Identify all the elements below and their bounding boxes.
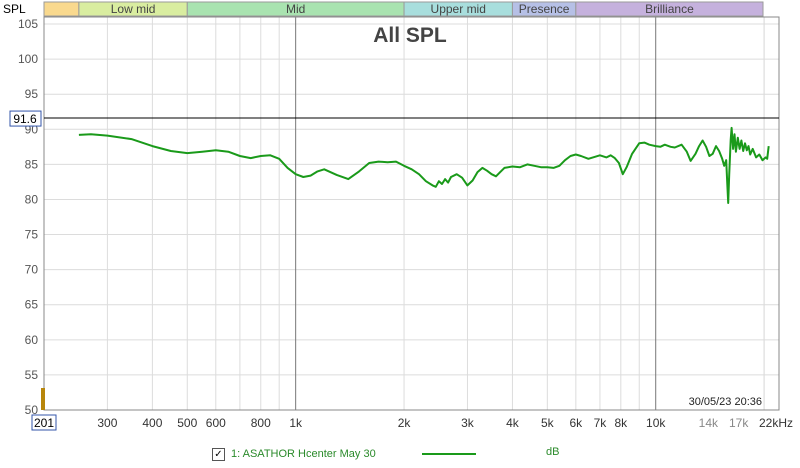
chart-title: All SPL — [373, 24, 447, 47]
y-tick-70: 70 — [25, 263, 39, 277]
x-tick-500: 500 — [177, 416, 197, 430]
band-label-1: Low mid — [111, 2, 156, 16]
x-tick-800: 800 — [251, 416, 271, 430]
low-level-marker — [41, 388, 45, 410]
x-tick-600: 600 — [206, 416, 226, 430]
x-tick-1000: 1k — [289, 416, 303, 430]
plot-border — [43, 16, 780, 411]
y-tick-65: 65 — [25, 298, 39, 312]
legend-label[interactable]: 1: ASATHOR Hcenter May 30 — [231, 448, 376, 460]
x-tick-3000: 3k — [461, 416, 475, 430]
band-label-4: Presence — [519, 2, 570, 16]
x-tick-7000: 7k — [594, 416, 608, 430]
y-tick-75: 75 — [25, 228, 39, 242]
x-tick-22000: 22kHz — [759, 416, 793, 430]
band-0 — [43, 1, 80, 17]
y-tick-60: 60 — [25, 333, 39, 347]
band-label-5: Brilliance — [645, 2, 694, 16]
y-tick-55: 55 — [25, 368, 39, 382]
frequency-bands: Low mid Mid Upper mid Presence Brilliance — [43, 1, 764, 17]
x-start-label: 201 — [34, 416, 54, 430]
plot-area[interactable] — [44, 17, 779, 410]
y-axis-label: SPL — [3, 2, 26, 16]
series-checkbox[interactable]: ✓ — [212, 447, 225, 461]
x-tick-10000: 10k — [646, 416, 666, 430]
legend-unit: dB — [546, 446, 560, 458]
x-axis: 300 400 500 600 800 1k 2k 3k 4k 5k 6k 7k 8k 10k 14k 17k… — [31, 414, 793, 431]
x-tick-5000: 5k — [541, 416, 555, 430]
x-tick-6000: 6k — [569, 416, 583, 430]
x-tick-300: 300 — [97, 416, 117, 430]
y-tick-80: 80 — [25, 192, 39, 206]
cursor-label: 91.6 — [13, 112, 37, 126]
timestamp: 30/05/23 20:36 — [689, 396, 762, 408]
y-tick-105: 105 — [18, 17, 38, 31]
x-tick-14000: 14k — [699, 416, 719, 430]
x-tick-400: 400 — [142, 416, 162, 430]
x-start-box — [31, 414, 57, 431]
band-label-2: Mid — [286, 2, 305, 16]
x-tick-17000: 17k — [729, 416, 749, 430]
y-tick-100: 100 — [18, 52, 38, 66]
y-tick-95: 95 — [25, 87, 39, 101]
x-tick-4000: 4k — [506, 416, 520, 430]
grid — [43, 16, 780, 411]
y-tick-50: 50 — [25, 403, 39, 417]
legend-swatch — [422, 453, 476, 455]
x-tick-2000: 2k — [398, 416, 412, 430]
y-tick-85: 85 — [25, 157, 39, 171]
series-line — [78, 126, 770, 204]
band-label-3: Upper mid — [431, 2, 486, 16]
legend: ✓ 1: ASATHOR Hcenter May 30 dB — [212, 446, 559, 462]
cursor: 91.6 — [9, 110, 779, 127]
x-tick-8000: 8k — [614, 416, 628, 430]
band-5 — [575, 1, 764, 17]
cursor-box — [9, 110, 42, 127]
